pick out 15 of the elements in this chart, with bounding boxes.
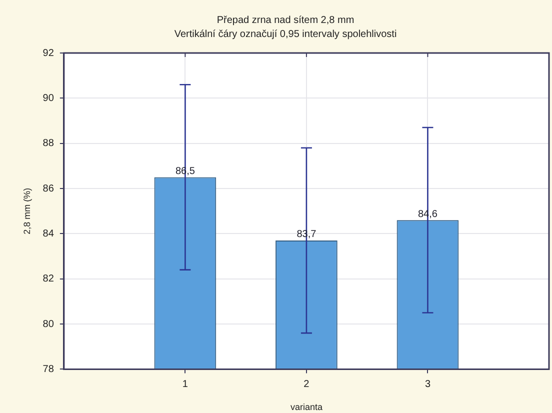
x-tick-label: 1: [182, 378, 188, 390]
x-tick-label: 2: [304, 378, 310, 390]
y-tick-label: 90: [42, 92, 54, 104]
y-tick-label: 86: [42, 183, 54, 194]
x-axis-title: varianta: [290, 402, 322, 412]
chart-subtitle: Vertikální čáry označují 0,95 intervaly spolehlivosti: [174, 28, 397, 40]
y-tick-label: 80: [42, 318, 54, 330]
x-tick-label: 3: [424, 378, 431, 390]
y-axis-title: 2,8 mm (%): [22, 188, 32, 234]
y-tick-label: 92: [42, 48, 54, 59]
y-tick-label: 88: [42, 138, 54, 150]
y-tick-label: 82: [42, 274, 54, 285]
y-tick-label: 84: [42, 228, 54, 240]
y-tick-label: 78: [42, 364, 54, 375]
chart-title: Přepad zrna nad sítem 2,8 mm: [216, 14, 354, 26]
